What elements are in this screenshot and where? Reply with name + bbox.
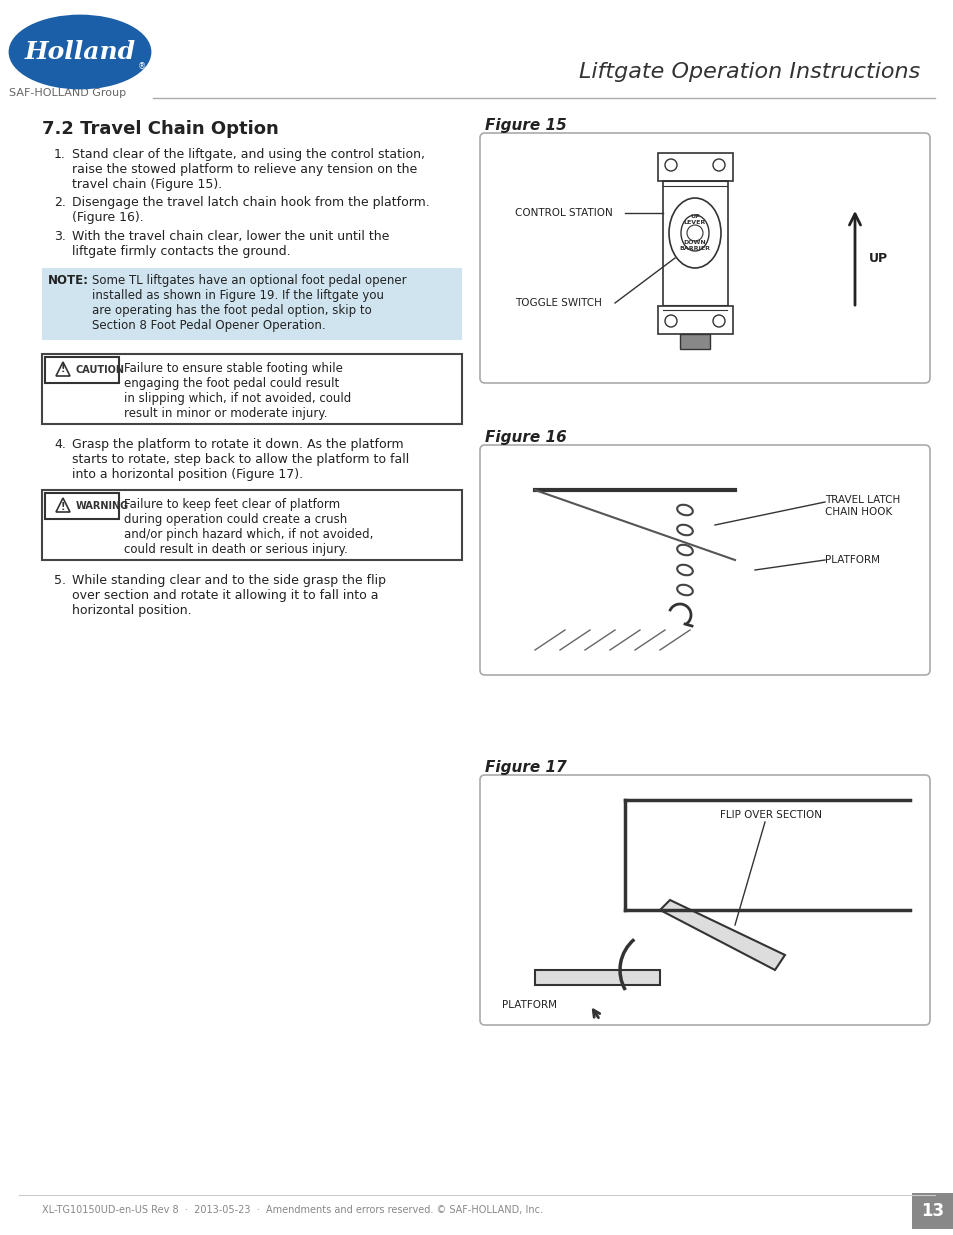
Text: 7.2 Travel Chain Option: 7.2 Travel Chain Option xyxy=(42,120,278,138)
Text: Stand clear of the liftgate, and using the control station,
raise the stowed pla: Stand clear of the liftgate, and using t… xyxy=(71,148,424,191)
FancyBboxPatch shape xyxy=(658,306,732,333)
Text: 13: 13 xyxy=(921,1202,943,1220)
Text: 2.: 2. xyxy=(54,196,66,209)
FancyBboxPatch shape xyxy=(479,445,929,676)
Text: TOGGLE SWITCH: TOGGLE SWITCH xyxy=(515,298,601,308)
Polygon shape xyxy=(659,900,784,969)
Text: Figure 15: Figure 15 xyxy=(484,119,566,133)
FancyBboxPatch shape xyxy=(679,333,709,350)
FancyBboxPatch shape xyxy=(42,354,461,424)
Text: 3.: 3. xyxy=(54,230,66,243)
Text: FLIP OVER SECTION: FLIP OVER SECTION xyxy=(720,810,821,820)
Text: !: ! xyxy=(61,501,65,513)
Text: Failure to keep feet clear of platform
during operation could create a crush
and: Failure to keep feet clear of platform d… xyxy=(124,498,373,556)
Text: !: ! xyxy=(61,364,65,374)
Text: Figure 16: Figure 16 xyxy=(484,430,566,445)
Polygon shape xyxy=(56,362,70,375)
Text: With the travel chain clear, lower the unit until the
liftgate firmly contacts t: With the travel chain clear, lower the u… xyxy=(71,230,389,258)
Text: CONTROL STATION: CONTROL STATION xyxy=(515,207,612,219)
Text: Figure 17: Figure 17 xyxy=(484,760,566,776)
Text: CAUTION: CAUTION xyxy=(76,366,125,375)
FancyBboxPatch shape xyxy=(479,776,929,1025)
Ellipse shape xyxy=(677,505,692,515)
Ellipse shape xyxy=(677,525,692,535)
Text: DOWN: DOWN xyxy=(683,241,705,246)
Text: Disengage the travel latch chain hook from the platform.
(Figure 16).: Disengage the travel latch chain hook fr… xyxy=(71,196,429,224)
Text: UP: UP xyxy=(868,252,887,264)
Ellipse shape xyxy=(677,564,692,576)
Text: UP: UP xyxy=(689,215,700,220)
Text: 4.: 4. xyxy=(54,438,66,451)
FancyBboxPatch shape xyxy=(42,268,461,340)
Ellipse shape xyxy=(668,198,720,268)
Text: SAF-HOLLAND Group: SAF-HOLLAND Group xyxy=(10,88,127,98)
Text: BARRIER: BARRIER xyxy=(679,247,710,252)
Text: ®: ® xyxy=(138,63,146,72)
Text: 5.: 5. xyxy=(54,574,66,587)
Polygon shape xyxy=(535,969,659,986)
Text: NOTE:: NOTE: xyxy=(48,274,89,287)
Text: TRAVEL LATCH
CHAIN HOOK: TRAVEL LATCH CHAIN HOOK xyxy=(824,495,900,516)
Text: PLATFORM: PLATFORM xyxy=(824,555,879,564)
Polygon shape xyxy=(56,498,70,513)
Ellipse shape xyxy=(677,584,692,595)
Ellipse shape xyxy=(10,16,150,88)
FancyBboxPatch shape xyxy=(45,493,119,519)
Text: LEVER: LEVER xyxy=(683,221,705,226)
Text: Grasp the platform to rotate it down. As the platform
starts to rotate, step bac: Grasp the platform to rotate it down. As… xyxy=(71,438,409,480)
FancyBboxPatch shape xyxy=(479,133,929,383)
Text: While standing clear and to the side grasp the flip
over section and rotate it a: While standing clear and to the side gra… xyxy=(71,574,386,618)
Text: WARNING: WARNING xyxy=(76,501,129,511)
Text: Liftgate Operation Instructions: Liftgate Operation Instructions xyxy=(578,62,919,82)
Text: 1.: 1. xyxy=(54,148,66,161)
Ellipse shape xyxy=(677,545,692,556)
FancyBboxPatch shape xyxy=(911,1193,953,1229)
Text: PLATFORM: PLATFORM xyxy=(502,1000,557,1010)
Text: XL-TG10150UD-en-US Rev 8  ·  2013-05-23  ·  Amendments and errors reserved. © SA: XL-TG10150UD-en-US Rev 8 · 2013-05-23 · … xyxy=(42,1205,542,1215)
FancyBboxPatch shape xyxy=(45,357,119,383)
Text: Some TL liftgates have an optional foot pedal opener
installed as shown in Figur: Some TL liftgates have an optional foot … xyxy=(91,274,406,332)
Text: Failure to ensure stable footing while
engaging the foot pedal could result
in s: Failure to ensure stable footing while e… xyxy=(124,362,351,420)
Text: Holland: Holland xyxy=(25,40,135,64)
FancyBboxPatch shape xyxy=(662,182,727,306)
Ellipse shape xyxy=(680,215,708,251)
FancyBboxPatch shape xyxy=(42,490,461,559)
FancyBboxPatch shape xyxy=(658,153,732,182)
